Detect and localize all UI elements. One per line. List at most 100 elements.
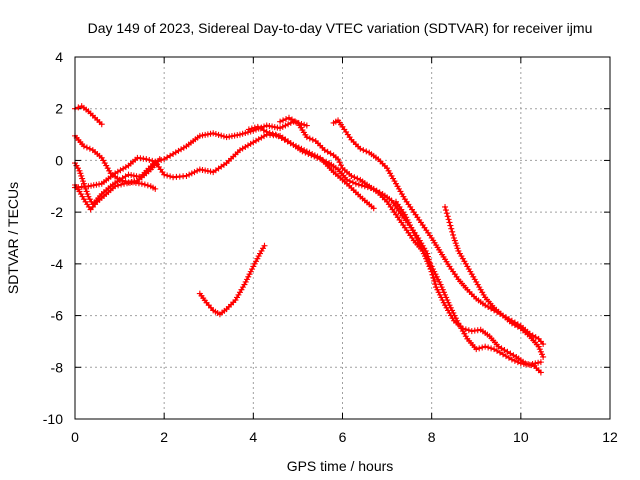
series-line [278, 116, 542, 366]
data-point [80, 143, 87, 150]
data-point [242, 278, 249, 285]
data-point [303, 134, 310, 141]
data-point [283, 116, 290, 123]
data-point [436, 291, 443, 298]
x-tick-label: 12 [602, 429, 618, 445]
data-point [537, 348, 544, 355]
y-tick-label: -4 [51, 256, 64, 272]
data-point [435, 276, 442, 283]
series-pass-g [245, 123, 544, 376]
data-point [218, 132, 225, 139]
data-point [405, 219, 412, 226]
data-point [529, 361, 536, 368]
data-point [343, 176, 350, 183]
data-point [303, 122, 310, 129]
data-point [417, 242, 424, 249]
data-point [306, 135, 313, 142]
data-point [156, 156, 163, 163]
data-point [299, 148, 306, 155]
data-point [450, 235, 457, 241]
data-point [535, 359, 542, 366]
data-point [526, 361, 533, 368]
data-point [479, 344, 486, 351]
data-point [451, 237, 458, 244]
data-point [323, 158, 330, 165]
data-point [421, 253, 428, 260]
data-point [266, 129, 273, 136]
data-point [408, 224, 415, 231]
data-point [191, 169, 198, 176]
data-point [277, 125, 284, 132]
data-point [186, 171, 193, 178]
data-point [118, 181, 125, 188]
data-point [348, 172, 355, 179]
data-point [244, 129, 251, 136]
data-point [434, 286, 441, 293]
x-tick-label: 8 [428, 429, 436, 445]
data-point [220, 133, 227, 140]
data-point [436, 278, 443, 285]
data-point [537, 359, 544, 366]
data-point [146, 156, 153, 163]
grid-lines [75, 57, 610, 419]
data-point [535, 343, 542, 350]
data-point [420, 250, 427, 257]
data-point [138, 180, 145, 187]
data-point [280, 117, 287, 124]
data-point [451, 312, 458, 319]
x-tick-label: 6 [339, 429, 347, 445]
data-point [430, 274, 437, 281]
data-point [336, 159, 343, 166]
data-point [236, 131, 243, 138]
series-pass-k [393, 198, 440, 291]
data-point [363, 148, 370, 155]
data-point [83, 188, 90, 195]
data-point [301, 121, 308, 128]
data-point [305, 150, 312, 157]
data-point [438, 284, 445, 291]
data-point [407, 222, 414, 229]
x-tick-label: 10 [513, 429, 529, 445]
data-point [442, 291, 449, 298]
data-point [440, 289, 447, 296]
data-point [401, 211, 408, 218]
data-point [424, 258, 431, 265]
data-point [404, 216, 411, 223]
data-point [309, 136, 316, 143]
data-point [433, 273, 440, 280]
data-point [429, 271, 436, 278]
series-pass-h [277, 114, 544, 368]
y-tick-label: 4 [55, 49, 63, 65]
data-point [287, 119, 294, 126]
data-point [149, 157, 156, 164]
data-point [338, 162, 345, 169]
data-point [443, 294, 450, 301]
data-point [450, 309, 457, 316]
data-point [511, 357, 518, 364]
y-tick-label: -6 [51, 308, 64, 324]
data-point [433, 284, 440, 291]
data-point [452, 315, 459, 322]
data-point [354, 175, 361, 182]
series-pass-j [442, 203, 547, 360]
data-point [194, 167, 201, 174]
data-point [261, 242, 268, 249]
data-point [167, 173, 174, 180]
data-point [444, 213, 451, 220]
data-point [437, 281, 444, 288]
data-point [253, 258, 260, 265]
x-tick-label: 2 [160, 429, 168, 445]
data-point [357, 145, 364, 152]
data-point [370, 205, 377, 212]
data-point [536, 346, 543, 353]
data-point [409, 227, 416, 234]
data-point [314, 154, 321, 161]
data-point [210, 130, 217, 137]
data-point [279, 123, 286, 130]
data-point [349, 179, 356, 186]
data-point [352, 180, 359, 187]
data-point [444, 297, 451, 304]
data-point [482, 343, 489, 350]
data-point [508, 356, 515, 363]
data-point [413, 235, 420, 241]
